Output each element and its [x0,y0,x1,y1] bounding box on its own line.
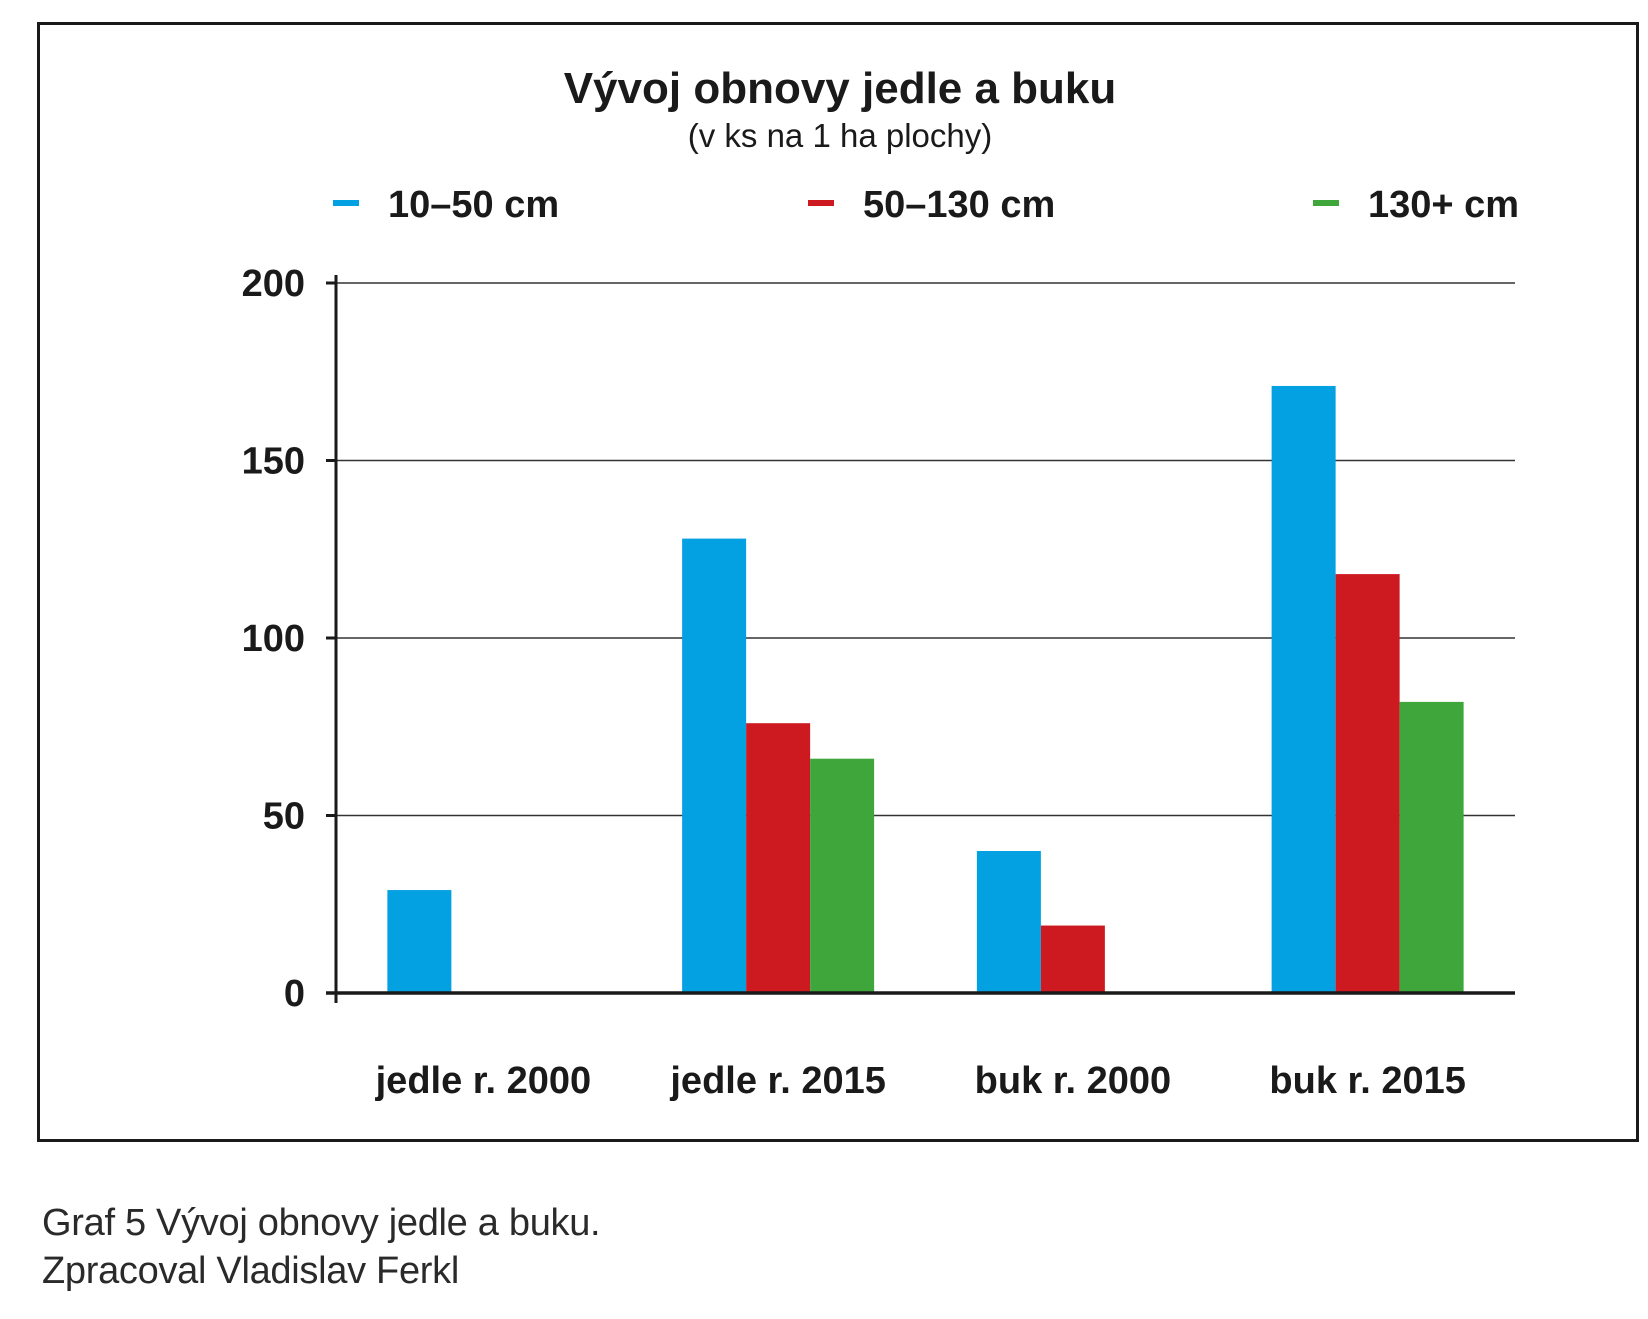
bar-3-2 [810,758,875,993]
legend-swatch [808,200,834,206]
y-tick-label: 0 [284,973,305,1015]
legend-swatch [1313,200,1339,206]
bar-2-4 [1335,574,1400,993]
x-tick-labels: jedle r. 2000 jedle r. 2015 buk r. 2000 buk… [375,1060,1466,1102]
figure-caption-line-2: Zpracoval Vladislav Ferkl [42,1250,459,1292]
y-tick-label: 100 [242,618,305,660]
bar-3-4 [1399,701,1464,993]
chart-title: Vývoj obnovy jedle a buku [564,64,1117,113]
bar-1-4 [1271,385,1336,993]
chart-subtitle: (v ks na 1 ha plochy) [688,117,992,154]
bars [387,385,1464,993]
bar-2-2 [746,723,811,993]
legend-swatch [333,200,359,206]
legend-label: 10–50 cm [388,184,559,226]
bar-chart: Vývoj obnovy jedle a buku (v ks na 1 ha … [242,64,1519,1102]
x-tick-label: jedle r. 2000 [375,1060,592,1102]
legend-label: 50–130 cm [863,184,1055,226]
y-tick-label: 200 [242,263,305,305]
figure-caption-line-1: Graf 5 Vývoj obnovy jedle a buku. [42,1202,601,1244]
y-tick-label: 150 [242,441,305,483]
bar-1-1 [387,890,452,993]
x-tick-label: buk r. 2000 [975,1060,1171,1102]
y-tick-labels: 0 50 100 150 200 [242,263,305,1015]
bar-1-2 [682,538,747,993]
chart-frame [37,22,1639,1142]
y-tick-label: 50 [263,796,305,838]
legend-label: 130+ cm [1368,184,1519,226]
x-tick-label: buk r. 2015 [1269,1060,1465,1102]
legend: 10–50 cm 50–130 cm 130+ cm [333,184,1519,226]
x-tick-label: jedle r. 2015 [669,1060,886,1102]
bar-1-3 [976,851,1041,993]
bar-2-3 [1040,925,1105,993]
axes [326,275,1515,1003]
